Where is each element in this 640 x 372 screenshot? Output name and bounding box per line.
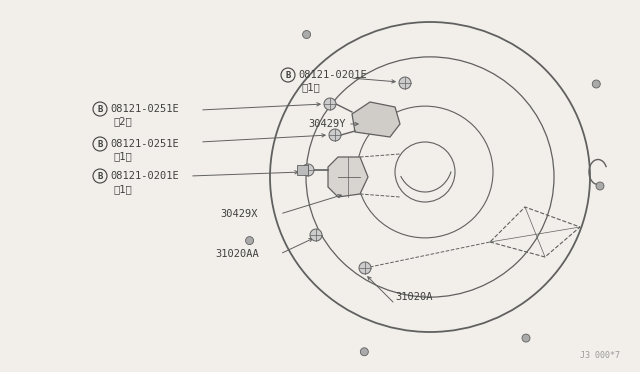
Text: 08121-0201E: 08121-0201E <box>110 171 179 181</box>
Text: B: B <box>97 171 102 180</box>
Text: 08121-0251E: 08121-0251E <box>110 139 179 149</box>
Circle shape <box>592 80 600 88</box>
Circle shape <box>399 77 411 89</box>
Text: 、2。: 、2。 <box>113 116 132 126</box>
Text: B: B <box>97 140 102 148</box>
Circle shape <box>359 262 371 274</box>
Text: B: B <box>97 105 102 113</box>
Text: J3 000*7: J3 000*7 <box>580 351 620 360</box>
Text: 、1。: 、1。 <box>301 82 320 92</box>
Circle shape <box>246 237 253 245</box>
Text: B: B <box>285 71 291 80</box>
Polygon shape <box>352 102 400 137</box>
Circle shape <box>329 129 341 141</box>
Text: 、1。: 、1。 <box>113 184 132 194</box>
Text: 30429X: 30429X <box>220 209 257 219</box>
Text: 30429Y: 30429Y <box>308 119 346 129</box>
Text: 31020AA: 31020AA <box>215 249 259 259</box>
Circle shape <box>324 98 336 110</box>
Circle shape <box>522 334 530 342</box>
Circle shape <box>596 182 604 190</box>
Circle shape <box>310 229 322 241</box>
Text: 31020A: 31020A <box>395 292 433 302</box>
Circle shape <box>302 164 314 176</box>
Text: 08121-0251E: 08121-0251E <box>110 104 179 114</box>
Circle shape <box>360 348 369 356</box>
Polygon shape <box>328 157 368 197</box>
Text: 、1。: 、1。 <box>113 151 132 161</box>
FancyBboxPatch shape <box>297 165 308 175</box>
Text: 08121-0201E: 08121-0201E <box>298 70 367 80</box>
Circle shape <box>303 31 310 39</box>
